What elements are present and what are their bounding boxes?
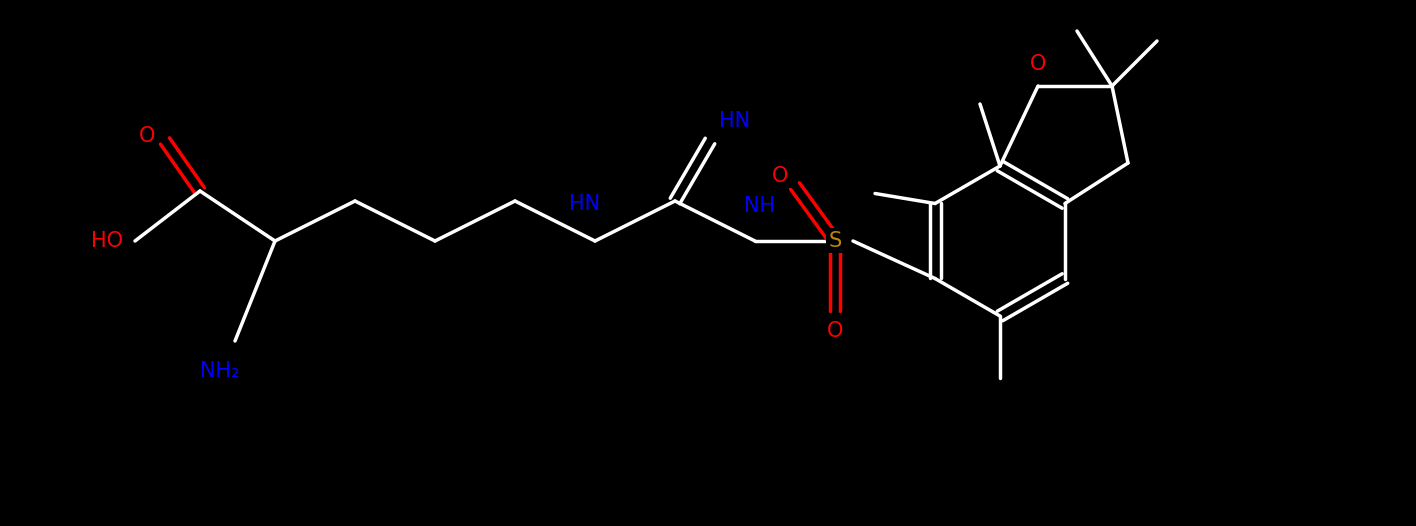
Text: NH: NH	[745, 196, 776, 216]
Text: S: S	[828, 231, 841, 251]
Text: HN: HN	[719, 111, 750, 131]
Text: O: O	[139, 126, 156, 146]
Text: HN: HN	[569, 194, 600, 214]
Text: O: O	[772, 166, 789, 186]
Text: O: O	[1029, 54, 1046, 74]
Text: NH₂: NH₂	[200, 361, 239, 381]
Text: HO: HO	[91, 231, 123, 251]
Text: O: O	[827, 321, 843, 341]
